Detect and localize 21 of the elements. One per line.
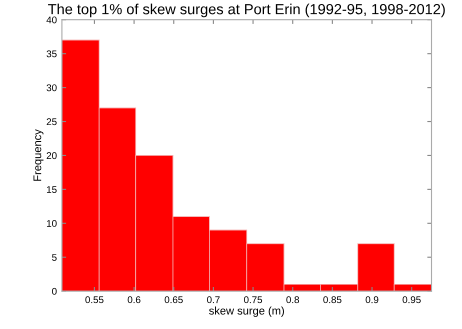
y-tick-label: 35	[46, 50, 57, 58]
x-tick-label: 0.55	[85, 296, 104, 304]
x-tick-label: 0.75	[244, 296, 262, 304]
x-tick-label: 0.85	[323, 296, 342, 304]
chart-title: The top 1% of skew surges at Port Erin (1992-95, 1998-2012)	[48, 4, 445, 18]
x-tick-label: 0.7	[207, 296, 220, 304]
y-tick-label: 30	[46, 84, 57, 92]
y-tick-label: 10	[46, 220, 57, 227]
y-tick-label: 0	[52, 288, 57, 295]
y-tick-label: 25	[46, 118, 57, 126]
y-tick-label: 20	[46, 152, 57, 160]
y-tick-label: 5	[52, 254, 57, 261]
x-tick-label: 0.8	[286, 296, 300, 304]
y-axis-title: Frequency	[34, 129, 44, 181]
x-axis-title: skew surge (m)	[209, 306, 284, 317]
x-tick-label: 0.65	[164, 296, 183, 304]
y-tick-label: 15	[46, 186, 57, 193]
y-tick-label: 40	[46, 16, 57, 24]
x-tick-label: 0.6	[128, 296, 140, 304]
x-tick-label: 0.9	[366, 296, 378, 304]
x-tick-label: 0.95	[402, 296, 421, 304]
